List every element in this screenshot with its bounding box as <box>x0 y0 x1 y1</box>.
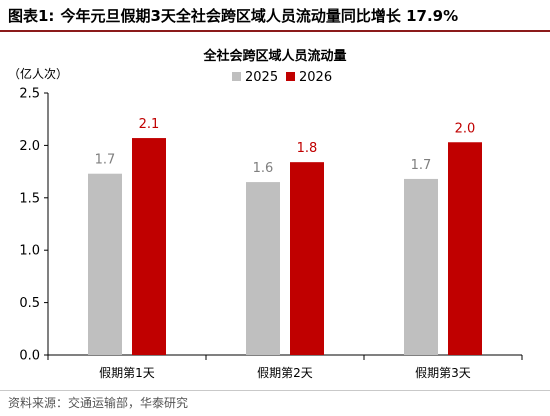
y-tick-label: 2.0 <box>19 139 40 154</box>
x-tick-label: 假期第2天 <box>257 366 313 380</box>
bar-2026-2 <box>290 162 324 355</box>
figure-label: 图表1: <box>8 7 55 25</box>
chart-title: 全社会跨区域人员流动量 <box>202 48 346 64</box>
legend-label-2025: 2025 <box>245 70 278 85</box>
figure-title: 图表1: 今年元旦假期3天全社会跨区域人员流动量同比增长 17.9% <box>8 5 458 26</box>
legend-swatch-2026 <box>286 72 295 81</box>
source-note: 资料来源：交通运输部，华泰研究 <box>8 396 189 410</box>
footer-divider <box>0 390 550 391</box>
data-label-2026-3: 2.0 <box>455 121 476 136</box>
bar-2025-2 <box>246 182 280 355</box>
data-label-2026-1: 2.1 <box>139 117 160 132</box>
bar-2026-1 <box>132 138 166 355</box>
legend-swatch-2025 <box>232 72 241 81</box>
data-label-2025-1: 1.7 <box>95 153 116 168</box>
y-tick-label: 0.0 <box>19 349 40 364</box>
y-tick-label: 2.5 <box>19 87 40 102</box>
x-tick-label: 假期第1天 <box>99 366 155 380</box>
bar-2025-1 <box>88 173 122 355</box>
bar-chart: 全社会跨区域人员流动量 （亿人次） 2025 2026 0.0 0.5 1.0 1.5 2.0 2… <box>8 48 523 380</box>
figure-title-text: 今年元旦假期3天全社会跨区域人员流动量同比增长 17.9% <box>60 7 459 25</box>
y-tick-label: 1.0 <box>19 244 40 259</box>
figure-header: 图表1: 今年元旦假期3天全社会跨区域人员流动量同比增长 17.9% <box>0 0 550 32</box>
y-tick-label: 1.5 <box>19 191 40 206</box>
bar-2026-3 <box>448 142 482 355</box>
legend-label-2026: 2026 <box>299 70 332 85</box>
x-tick-label: 假期第3天 <box>415 366 471 380</box>
y-tick-label: 0.5 <box>19 296 40 311</box>
y-axis-label: （亿人次） <box>8 66 68 81</box>
data-label-2025-2: 1.6 <box>253 161 274 176</box>
data-label-2025-3: 1.7 <box>411 158 432 173</box>
data-label-2026-2: 1.8 <box>297 141 318 156</box>
chart-area: 全社会跨区域人员流动量 （亿人次） 2025 2026 0.0 0.5 1.0 1.5 2.0 2… <box>0 38 550 390</box>
bar-2025-3 <box>404 178 438 355</box>
